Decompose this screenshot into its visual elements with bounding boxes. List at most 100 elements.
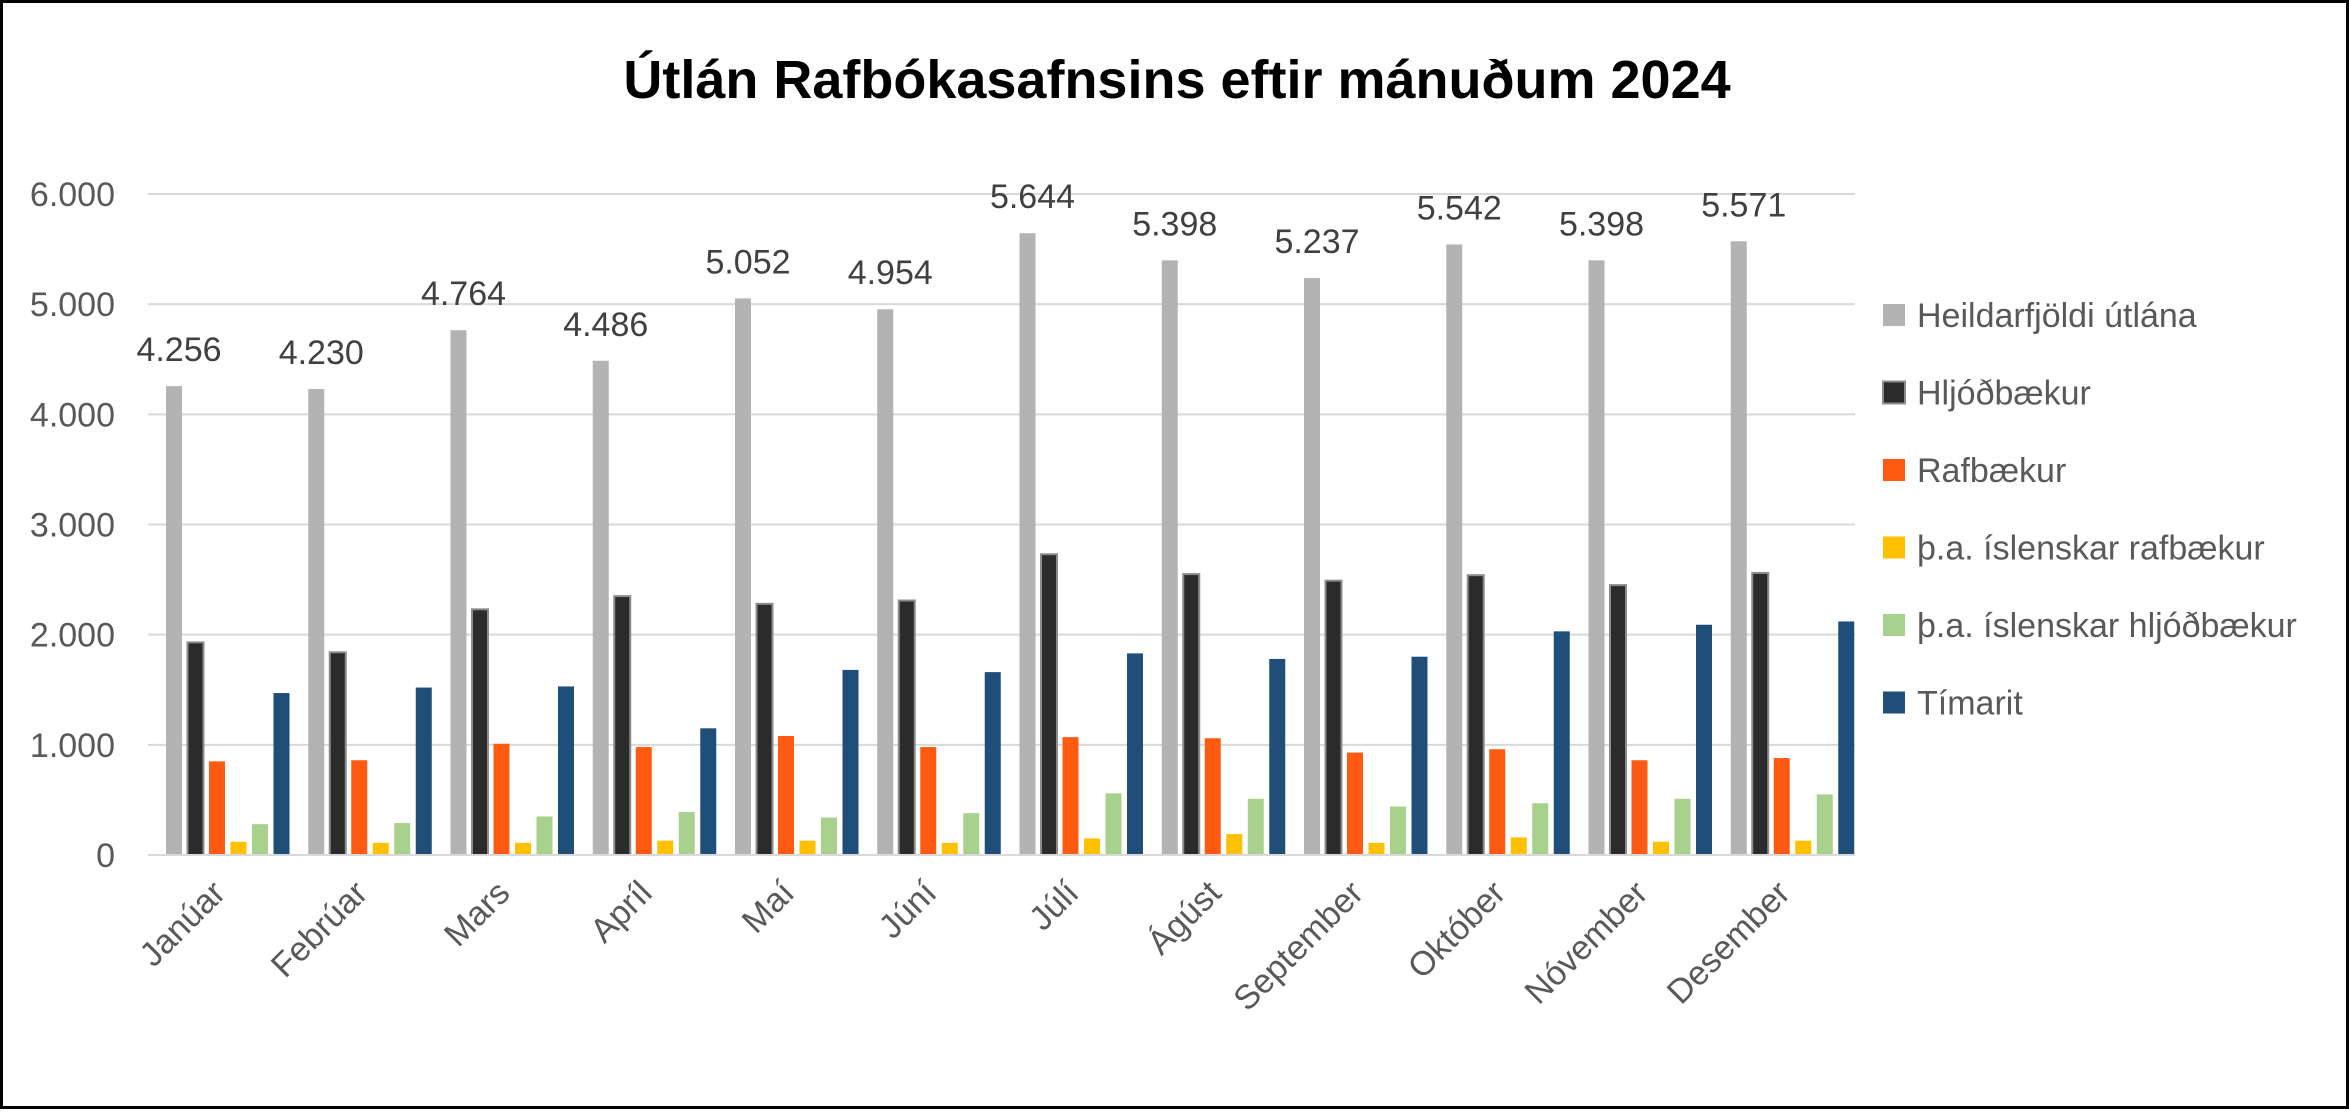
bar-2-11 <box>1609 584 1627 856</box>
x-tick-label: Júlí <box>1022 873 1087 938</box>
legend-swatch <box>1883 459 1905 481</box>
legend: Heildarfjöldi útlána Hljóðbækur Rafbækur þ.… <box>1882 297 2297 723</box>
bar-4-4 <box>657 840 674 855</box>
x-tick-label: Maí <box>735 873 802 940</box>
bar-4-9 <box>1368 842 1385 855</box>
bar-2-6 <box>897 599 916 857</box>
y-tick-label: 0 <box>96 837 115 875</box>
data-labels: 4.256 4.230 4.764 4.486 5.052 4.954 5.644 5.398… <box>136 178 1786 372</box>
data-label: 4.764 <box>421 275 506 313</box>
bar-4-8 <box>1226 834 1243 855</box>
bar-1-8 <box>1161 260 1178 856</box>
bar-3-12 <box>1773 758 1790 855</box>
bar-4-3 <box>515 842 531 855</box>
bar-3-2 <box>351 760 368 855</box>
bar-5-1 <box>252 824 268 855</box>
gridlines <box>148 193 1855 856</box>
bar-1-3 <box>450 330 467 855</box>
x-tick-label: Desember <box>1660 874 1798 1012</box>
bar-3-9 <box>1347 752 1363 855</box>
y-axis: 0 1.000 2.000 3.000 4.000 5.000 6.000 <box>30 176 115 875</box>
bar-2-2 <box>328 651 347 856</box>
bar-1-7 <box>1019 233 1036 855</box>
bars <box>166 233 1855 857</box>
bar-6-3 <box>558 686 574 855</box>
bar-6-2 <box>415 687 432 855</box>
legend-swatch <box>1883 691 1905 714</box>
bar-1-12 <box>1730 241 1747 856</box>
bar-4-11 <box>1653 841 1669 855</box>
bar-2-12 <box>1751 571 1770 856</box>
bar-2-7 <box>1040 553 1058 856</box>
y-tick-label: 5.000 <box>30 286 115 324</box>
x-tick-label: Mars <box>437 874 517 954</box>
data-label: 4.230 <box>279 334 364 372</box>
bar-2-1 <box>186 641 205 857</box>
bar-4-7 <box>1084 838 1100 855</box>
bar-6-7 <box>1127 653 1143 855</box>
bar-1-5 <box>735 298 751 855</box>
x-axis: Janúar Febrúar Mars Apríl Maí Júní Júlí ÁgústSe… <box>132 854 1855 1018</box>
chart-title: Útlán Rafbókasafnsins eftir mánuðum 2024 <box>623 50 1730 110</box>
data-label: 5.398 <box>1132 205 1217 243</box>
legend-swatch <box>1883 304 1905 326</box>
data-label: 4.954 <box>848 254 933 292</box>
y-tick-label: 3.000 <box>30 507 115 545</box>
bar-3-4 <box>635 747 652 855</box>
bar-2-8 <box>1182 573 1201 856</box>
data-label: 5.571 <box>1701 186 1786 224</box>
legend-label: þ.a. íslenskar rafbækur <box>1917 530 2265 568</box>
bar-3-8 <box>1204 738 1221 855</box>
bar-2-4 <box>613 595 632 856</box>
bar-3-7 <box>1062 737 1079 855</box>
y-tick-label: 1.000 <box>30 727 115 765</box>
x-tick-label: September <box>1226 874 1370 1018</box>
bar-1-4 <box>592 360 609 855</box>
bar-1-10 <box>1446 244 1463 856</box>
legend-swatch <box>1883 614 1905 636</box>
bar-5-8 <box>1247 798 1264 855</box>
legend-label: Tímarit <box>1917 685 2023 723</box>
bar-5-10 <box>1532 803 1549 855</box>
data-label: 5.398 <box>1559 205 1644 243</box>
bar-1-6 <box>877 309 894 855</box>
bar-3-5 <box>778 736 794 855</box>
legend-swatch <box>1883 536 1905 559</box>
bar-5-5 <box>821 817 837 855</box>
bar-6-1 <box>273 693 290 855</box>
data-label: 5.237 <box>1274 223 1359 261</box>
bar-5-12 <box>1816 794 1833 855</box>
bar-6-5 <box>842 669 859 855</box>
bar-5-4 <box>678 812 695 855</box>
bar-6-4 <box>700 728 717 855</box>
bar-5-9 <box>1390 806 1406 855</box>
bar-4-6 <box>941 842 958 855</box>
legend-label: þ.a. íslenskar hljóðbækur <box>1917 607 2297 645</box>
bar-5-3 <box>536 816 553 855</box>
bar-5-6 <box>963 813 980 855</box>
bar-3-1 <box>209 761 225 855</box>
bar-5-7 <box>1105 793 1122 855</box>
x-tick-label: Október <box>1401 874 1513 986</box>
bar-4-10 <box>1510 837 1527 855</box>
bar-3-6 <box>920 747 937 855</box>
x-tick-label: Janúar <box>132 874 232 974</box>
legend-label: Hljóðbækur <box>1917 375 2091 413</box>
bar-1-1 <box>166 386 182 855</box>
bar-5-2 <box>394 823 411 855</box>
bar-2-5 <box>755 602 774 856</box>
legend-swatch <box>1882 380 1906 405</box>
bar-3-11 <box>1631 760 1648 855</box>
bar-2-9 <box>1324 579 1343 856</box>
data-label: 4.256 <box>136 331 221 369</box>
bar-6-8 <box>1269 658 1286 855</box>
bar-1-9 <box>1304 278 1320 856</box>
bar-2-3 <box>471 608 489 856</box>
bar-4-1 <box>230 841 247 855</box>
legend-label: Heildarfjöldi útlána <box>1917 297 2197 335</box>
data-label: 4.486 <box>563 306 648 344</box>
bar-3-3 <box>493 743 510 855</box>
data-label: 5.542 <box>1417 189 1502 227</box>
bar-3-10 <box>1489 749 1506 855</box>
